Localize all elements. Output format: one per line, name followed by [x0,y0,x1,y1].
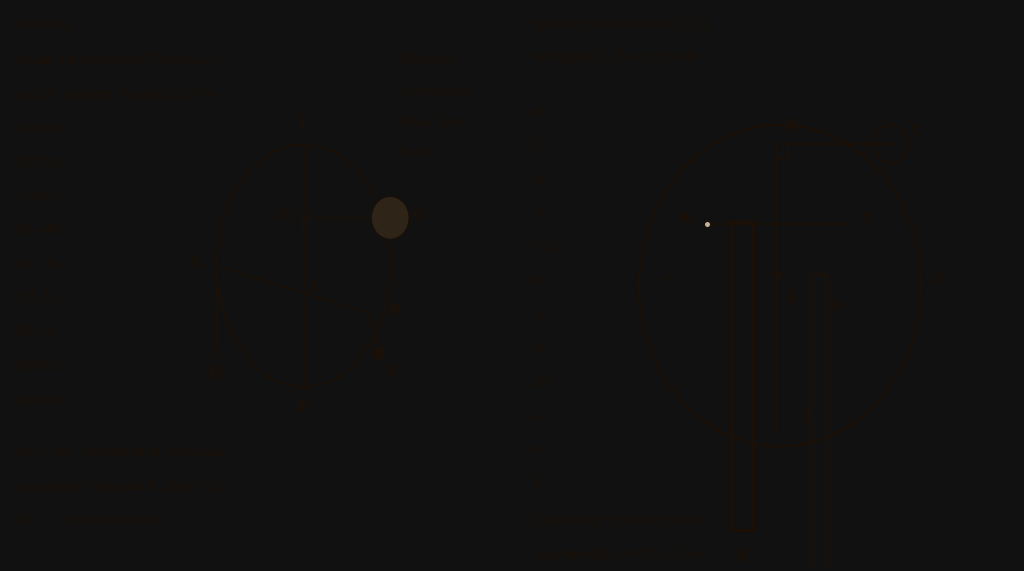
Text: H: H [830,300,843,312]
Text: D: D [274,208,286,222]
Text: B: B [388,304,400,318]
Text: C: C [311,280,323,294]
Text: N: N [385,365,399,380]
Text: in-: in- [532,172,549,186]
Circle shape [372,196,409,239]
Text: C: C [910,124,921,138]
Text: um impeditus verfus A cen-: um impeditus verfus A cen- [532,548,709,561]
Text: s caput: s caput [16,190,62,203]
Text: m: m [532,207,544,219]
Text: ndum est Scheineri Ploblema,in: ndum est Scheineri Ploblema,in [16,54,221,67]
Text: ius P, atq. ita defcribat circulum: ius P, atq. ita defcribat circulum [16,447,222,459]
Text: etuo motu, cum non fit ratio, ob: etuo motu, cum non fit ratio, ob [16,480,221,493]
Text: m: m [532,308,544,321]
Text: fifi,·    ·quod confirmat: fifi,· ·quod confirmat [16,514,161,527]
Text: n C, fit: n C, fit [16,258,59,270]
Text: ndus G,: ndus G, [16,359,65,372]
Text: gi-: gi- [532,342,549,355]
Text: Scheineri: Scheineri [397,54,455,67]
Text: m: m [532,105,544,118]
Text: em: em [532,444,552,456]
Text: G: G [682,212,694,226]
Text: m: m [532,274,544,287]
Text: CB, fu-: CB, fu- [16,291,60,304]
Text: G: G [413,208,426,222]
Text: B: B [785,119,797,132]
Text: de motu per: de motu per [397,85,470,98]
Text: nis alte-: nis alte- [16,223,68,236]
Text: F: F [800,411,810,424]
Text: thefis.: thefis. [397,147,435,160]
Text: AH, &: AH, & [16,325,55,338]
Text: d globus plumbeus gnomo-: d globus plumbeus gnomo- [532,514,706,527]
Text: fi circa: fi circa [16,122,61,135]
Text: H: H [207,367,221,381]
Text: K: K [735,550,748,564]
Text: u-: u- [532,409,545,423]
Text: lligetur: lligetur [16,156,63,169]
Text: be-: be- [532,376,552,389]
Text: P: P [298,401,309,415]
Text: I: I [679,212,684,226]
Text: gnomo-: gnomo- [16,393,63,405]
Text: A: A [532,139,542,152]
Text: ffi-: ffi- [532,477,550,490]
Text: L: L [298,116,309,130]
Text: naticis numero 15.ait enim,Mo-: naticis numero 15.ait enim,Mo- [16,88,218,101]
Text: volvi poffit.  Hoc pofito di-: volvi poffit. Hoc pofito di- [532,51,701,65]
Circle shape [373,348,383,359]
Text: em ε: em ε [532,240,562,254]
Text: I: I [863,212,870,226]
Text: e: e [664,274,671,287]
Text: petuo hypo-: petuo hypo- [397,116,468,129]
Text: ophcetur; ut vertebra fua A: ophcetur; ut vertebra fua A [532,18,709,30]
Text: A: A [187,256,200,270]
Text: eentatis,: eentatis, [16,18,72,30]
Text: D: D [931,273,943,287]
Text: A: A [785,291,796,305]
